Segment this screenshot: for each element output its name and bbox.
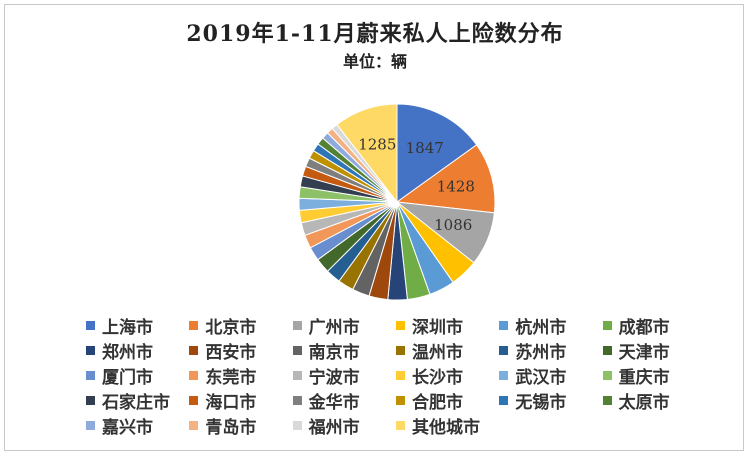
- slice-data-label-3: 1086: [434, 216, 472, 234]
- legend-label-18: 重庆市: [618, 368, 670, 388]
- legend-item-1: 上海市: [86, 314, 189, 338]
- legend-swatch-28: [396, 421, 405, 430]
- legend-swatch-22: [396, 396, 405, 405]
- legend-swatch-4: [396, 321, 405, 330]
- legend-swatch-10: [396, 346, 405, 355]
- legend-swatch-15: [292, 371, 302, 380]
- legend-swatch-18: [602, 371, 612, 380]
- legend-item-26: 青岛市: [189, 414, 292, 438]
- legend-label-28: 其他城市: [412, 418, 480, 438]
- legend-label-23: 无锡市: [515, 393, 567, 413]
- legend-label-4: 深圳市: [412, 318, 463, 338]
- pie-slice-2: [395, 144, 496, 214]
- legend-label-10: 温州市: [412, 343, 463, 363]
- legend-swatch-7: [86, 346, 95, 355]
- legend-item-15: 宁波市: [292, 364, 396, 388]
- legend-swatch-5: [499, 321, 509, 330]
- legend-label-27: 福州市: [308, 418, 360, 438]
- legend-item-8: 西安市: [189, 339, 292, 363]
- legend-item-16: 长沙市: [396, 364, 499, 388]
- legend-item-9: 南京市: [292, 339, 396, 363]
- legend-item-14: 东莞市: [189, 364, 292, 388]
- legend-label-1: 上海市: [102, 318, 153, 338]
- legend-swatch-17: [499, 371, 509, 380]
- legend-item-5: 杭州市: [499, 314, 602, 338]
- legend-swatch-26: [189, 421, 199, 430]
- legend-label-7: 郑州市: [102, 343, 153, 363]
- chart-title: 2019年1-11月蔚来私人上险数分布: [186, 21, 564, 47]
- legend-swatch-9: [292, 346, 302, 355]
- legend-item-18: 重庆市: [602, 364, 706, 388]
- legend-label-15: 宁波市: [308, 368, 360, 388]
- pie-slice-28: [336, 103, 398, 204]
- slice-data-label-1: 1847: [406, 139, 444, 157]
- legend-label-21: 金华市: [308, 393, 360, 413]
- legend-swatch-23: [499, 396, 509, 405]
- legend-swatch-20: [189, 396, 199, 405]
- legend-swatch-19: [86, 396, 95, 405]
- legend-label-3: 广州市: [308, 318, 360, 338]
- legend-item-27: 福州市: [292, 414, 396, 438]
- legend-swatch-25: [86, 421, 95, 430]
- legend-swatch-2: [189, 321, 199, 330]
- legend-label-16: 长沙市: [412, 368, 463, 388]
- legend-label-13: 厦门市: [102, 368, 153, 388]
- legend-swatch-27: [292, 421, 302, 430]
- legend-swatch-21: [292, 396, 302, 405]
- legend-label-5: 杭州市: [515, 318, 567, 338]
- legend-item-22: 合肥市: [396, 389, 499, 413]
- legend-item-3: 广州市: [292, 314, 396, 338]
- legend-item-19: 石家庄市: [86, 389, 189, 413]
- legend-swatch-13: [86, 371, 95, 380]
- legend-item-2: 北京市: [189, 314, 292, 338]
- legend-label-24: 太原市: [618, 393, 670, 413]
- legend-label-6: 成都市: [618, 318, 670, 338]
- legend-item-17: 武汉市: [499, 364, 602, 388]
- legend-item-12: 天津市: [602, 339, 706, 363]
- legend-swatch-16: [396, 371, 405, 380]
- legend-item-11: 苏州市: [499, 339, 602, 363]
- legend-item-23: 无锡市: [499, 389, 602, 413]
- legend-label-12: 天津市: [618, 343, 670, 363]
- legend-item-6: 成都市: [602, 314, 706, 338]
- legend-label-26: 青岛市: [205, 418, 257, 438]
- slice-data-label-28: 1285: [358, 136, 396, 154]
- legend-item-28: 其他城市: [396, 414, 499, 438]
- legend-label-20: 海口市: [205, 393, 257, 413]
- legend-swatch-6: [602, 321, 612, 330]
- chart-legend: 上海市 北京市 广州市 深圳市 杭州市 成都市郑州市 西安市 南京市 温州市 苏州市 天津市厦门市 东…: [86, 314, 706, 438]
- chart-subtitle: 单位：辆: [342, 52, 407, 71]
- legend-label-17: 武汉市: [515, 368, 567, 388]
- legend-item-7: 郑州市: [86, 339, 189, 363]
- legend-item-25: 嘉兴市: [86, 414, 189, 438]
- legend-label-9: 南京市: [308, 343, 360, 363]
- legend-label-25: 嘉兴市: [102, 418, 153, 438]
- legend-item-21: 金华市: [292, 389, 396, 413]
- legend-swatch-8: [189, 346, 199, 355]
- legend-label-2: 北京市: [205, 318, 257, 338]
- legend-label-8: 西安市: [205, 343, 257, 363]
- legend-item-10: 温州市: [396, 339, 499, 363]
- legend-item-20: 海口市: [189, 389, 292, 413]
- legend-swatch-24: [602, 396, 612, 405]
- legend-item-4: 深圳市: [396, 314, 499, 338]
- legend-swatch-12: [602, 346, 612, 355]
- legend-swatch-1: [86, 321, 95, 330]
- slice-data-label-2: 1428: [437, 178, 475, 196]
- legend-label-19: 石家庄市: [102, 393, 170, 413]
- legend-label-22: 合肥市: [412, 393, 463, 413]
- legend-label-14: 东莞市: [205, 368, 257, 388]
- legend-label-11: 苏州市: [515, 343, 567, 363]
- legend-item-13: 厦门市: [86, 364, 189, 388]
- legend-item-24: 太原市: [602, 389, 706, 413]
- legend-swatch-3: [292, 321, 302, 330]
- pie-slice-1: [396, 103, 478, 203]
- legend-swatch-11: [499, 346, 509, 355]
- legend-swatch-14: [189, 371, 199, 380]
